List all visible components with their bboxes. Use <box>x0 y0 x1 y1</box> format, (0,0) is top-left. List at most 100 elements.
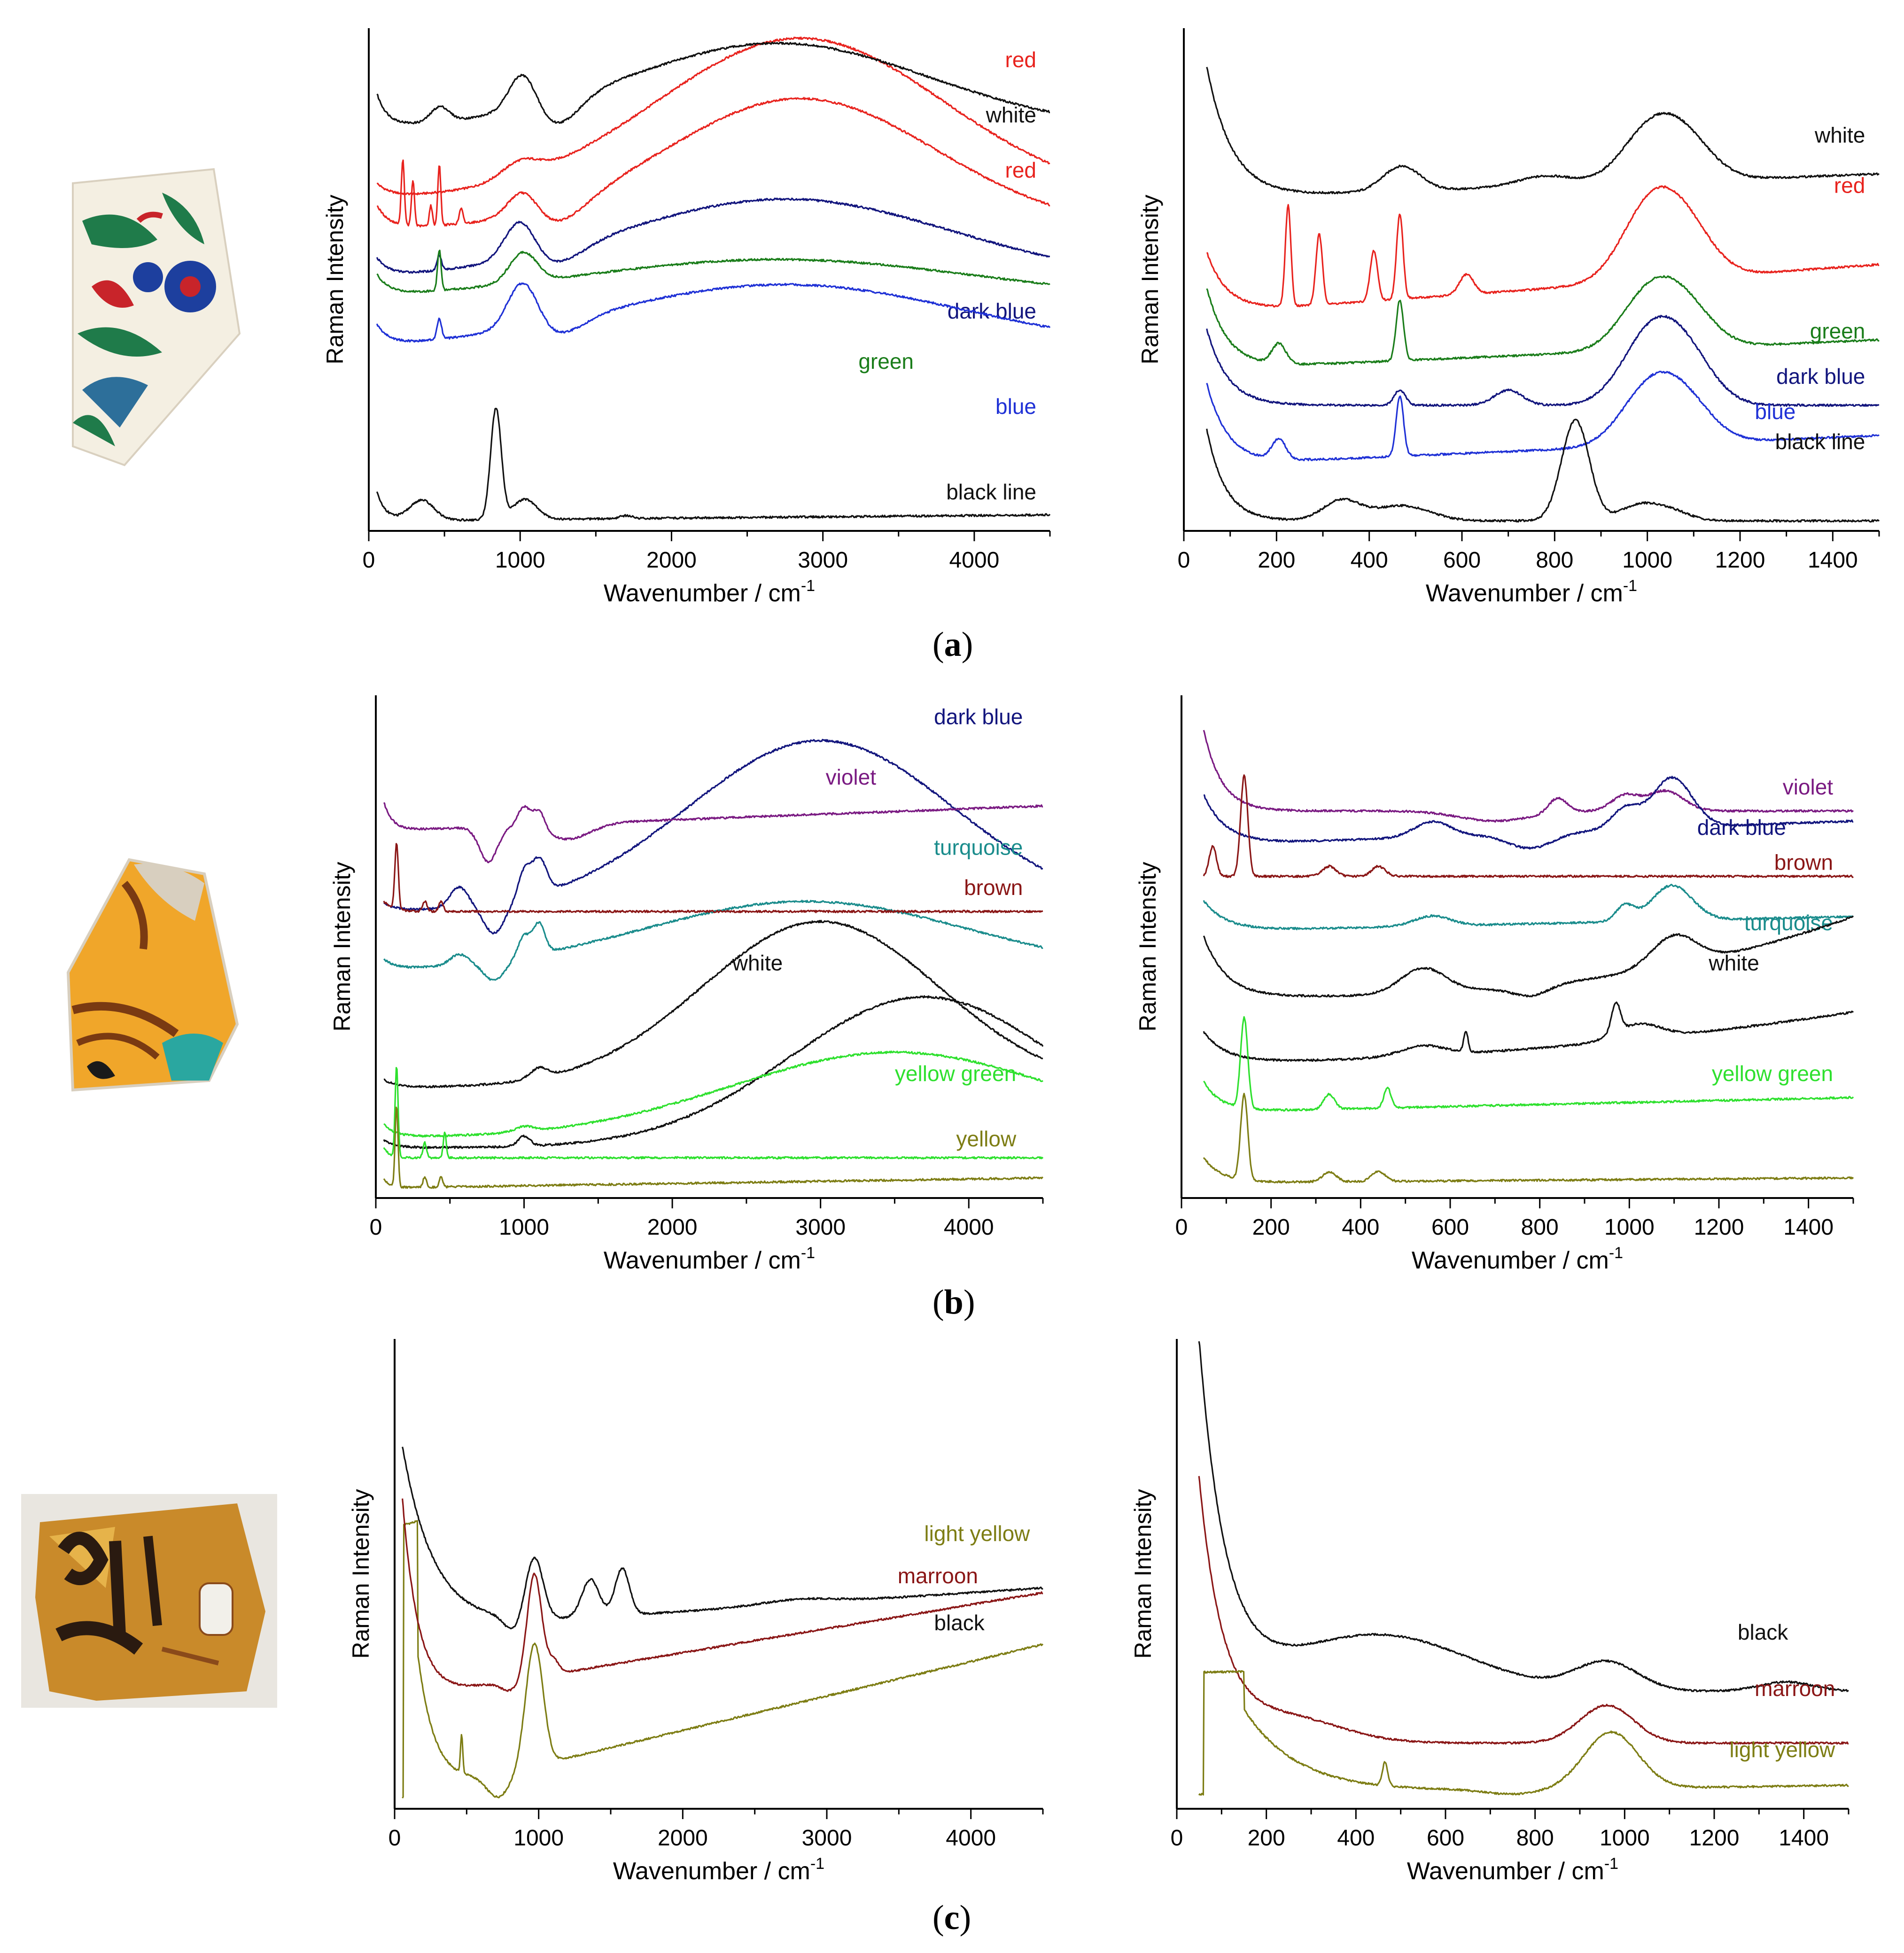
x-tick-label: 1400 <box>1808 548 1858 573</box>
series-label: green <box>858 349 914 373</box>
series-label: yellow green <box>895 1061 1016 1086</box>
x-axis-label: Wavenumber / cm-1 <box>613 1855 824 1885</box>
series-label: red <box>1005 158 1036 182</box>
chart-c-left: 0 1000 2000 3000 4000 Wavenumber / cm-1 Raman … <box>348 1339 1044 1885</box>
series-label: turquoise <box>1744 910 1833 935</box>
series-line <box>1206 67 1880 195</box>
series-label: white <box>986 103 1036 127</box>
series-label: marroon <box>1755 1676 1835 1701</box>
series-label: red <box>1834 173 1865 197</box>
series-line <box>383 1050 1043 1138</box>
x-axis-label-sup: -1 <box>1609 1244 1623 1262</box>
series-label: black line <box>946 480 1036 504</box>
x-tick-label: 2000 <box>647 1215 698 1240</box>
series-label: black <box>1738 1620 1788 1644</box>
series-label: black line <box>1775 429 1865 454</box>
y-axis-label: Raman Intensity <box>329 862 355 1031</box>
chart-b-right: 0 200 400 600 800 1000 1200 1400 Wavenumber / cm… <box>1135 695 1854 1274</box>
x-tick-label: 1000 <box>499 1215 549 1240</box>
x-tick-label: 1400 <box>1779 1826 1829 1851</box>
x-axis-label: Wavenumber / cm-1 <box>1407 1855 1618 1885</box>
series-line <box>402 1447 1043 1629</box>
x-tick-label: 2000 <box>646 548 697 573</box>
series-label: dark blue <box>934 704 1023 729</box>
x-tick-label: 600 <box>1427 1826 1464 1851</box>
series-line <box>1206 419 1880 523</box>
series-line <box>1206 371 1880 461</box>
series-line <box>383 919 1043 1089</box>
x-tick-label: 4000 <box>944 1215 994 1240</box>
x-tick-label: 4000 <box>949 548 999 573</box>
x-tick-label: 800 <box>1521 1215 1559 1240</box>
series-label: blue <box>1755 399 1795 424</box>
series-label: blue <box>995 394 1036 419</box>
chart-a-right: 0 200 400 600 800 1000 1200 1400 Wavenumber / cm… <box>1137 28 1880 607</box>
x-axis-label: Wavenumber / cm-1 <box>1426 577 1637 607</box>
series-line <box>1206 275 1880 366</box>
x-tick-label: 0 <box>389 1826 401 1851</box>
series-line <box>1203 776 1854 850</box>
y-axis-label: Raman Intensity <box>1130 1489 1156 1658</box>
y-axis-label: Raman Intensity <box>1135 862 1161 1031</box>
x-tick-label: 3000 <box>802 1826 852 1851</box>
series-line <box>383 739 1043 935</box>
x-tick-label: 1200 <box>1689 1826 1740 1851</box>
series-label: light yellow <box>1729 1737 1835 1762</box>
series-label: red <box>1005 47 1036 72</box>
series-line <box>1198 1341 1849 1693</box>
series-line <box>376 282 1051 343</box>
x-axis-label-sup: -1 <box>1623 577 1637 595</box>
x-tick-label: 1200 <box>1694 1215 1744 1240</box>
series-label: violet <box>1783 775 1834 799</box>
series-line <box>1198 1476 1849 1745</box>
series-label: light yellow <box>924 1521 1030 1546</box>
series-line <box>1206 315 1880 407</box>
x-tick-label: 200 <box>1252 1215 1290 1240</box>
series-line <box>376 249 1050 293</box>
x-tick-label: 1400 <box>1783 1215 1834 1240</box>
x-axis-label-sup: -1 <box>801 1244 815 1262</box>
x-tick-label: 1000 <box>513 1826 564 1851</box>
caption-b: (b) <box>933 1283 975 1322</box>
x-tick-label: 400 <box>1351 548 1388 573</box>
series-label: brown <box>1774 850 1833 875</box>
x-axis-label-sup: -1 <box>801 577 815 595</box>
x-tick-label: 1200 <box>1715 548 1765 573</box>
series-label: marroon <box>898 1564 978 1588</box>
series-label: white <box>1708 951 1759 975</box>
x-tick-label: 0 <box>363 548 375 573</box>
sherd-photo-a <box>54 164 244 470</box>
x-tick-label: 400 <box>1337 1826 1375 1851</box>
series-line <box>376 36 1050 195</box>
x-tick-label: 0 <box>370 1215 382 1240</box>
series-line <box>383 1067 1044 1160</box>
series-label: brown <box>964 875 1023 900</box>
sherd-photo-b <box>54 855 244 1099</box>
x-tick-label: 1000 <box>495 548 545 573</box>
x-tick-label: 800 <box>1536 548 1573 573</box>
series-label: yellow green <box>1712 1061 1833 1086</box>
series-label: black <box>934 1611 985 1635</box>
series-line <box>383 802 1043 864</box>
series-line <box>1206 185 1880 308</box>
series-line <box>1203 774 1854 878</box>
series-label: white <box>1814 123 1865 147</box>
x-tick-label: 600 <box>1443 548 1481 573</box>
y-axis-label: Raman Intensity <box>322 195 348 364</box>
x-axis-label-sup: -1 <box>810 1855 824 1873</box>
x-tick-label: 0 <box>1171 1826 1183 1851</box>
x-tick-label: 800 <box>1516 1826 1554 1851</box>
series-label: dark blue <box>1697 815 1786 840</box>
chart-c-right: 0 200 400 600 800 1000 1200 1400 Wavenumber / cm… <box>1130 1339 1850 1885</box>
x-tick-label: 1000 <box>1604 1215 1655 1240</box>
series-label: dark blue <box>1776 364 1865 389</box>
series-line <box>376 41 1050 124</box>
x-tick-label: 0 <box>1178 548 1190 573</box>
series-line <box>377 97 1050 228</box>
chart-a-left: 0 1000 2000 3000 4000 Wavenumber / cm-1 Raman … <box>322 28 1051 607</box>
x-tick-label: 3000 <box>795 1215 846 1240</box>
series-line <box>383 995 1044 1149</box>
series-label: turquoise <box>934 835 1023 860</box>
series-line <box>1203 730 1854 823</box>
